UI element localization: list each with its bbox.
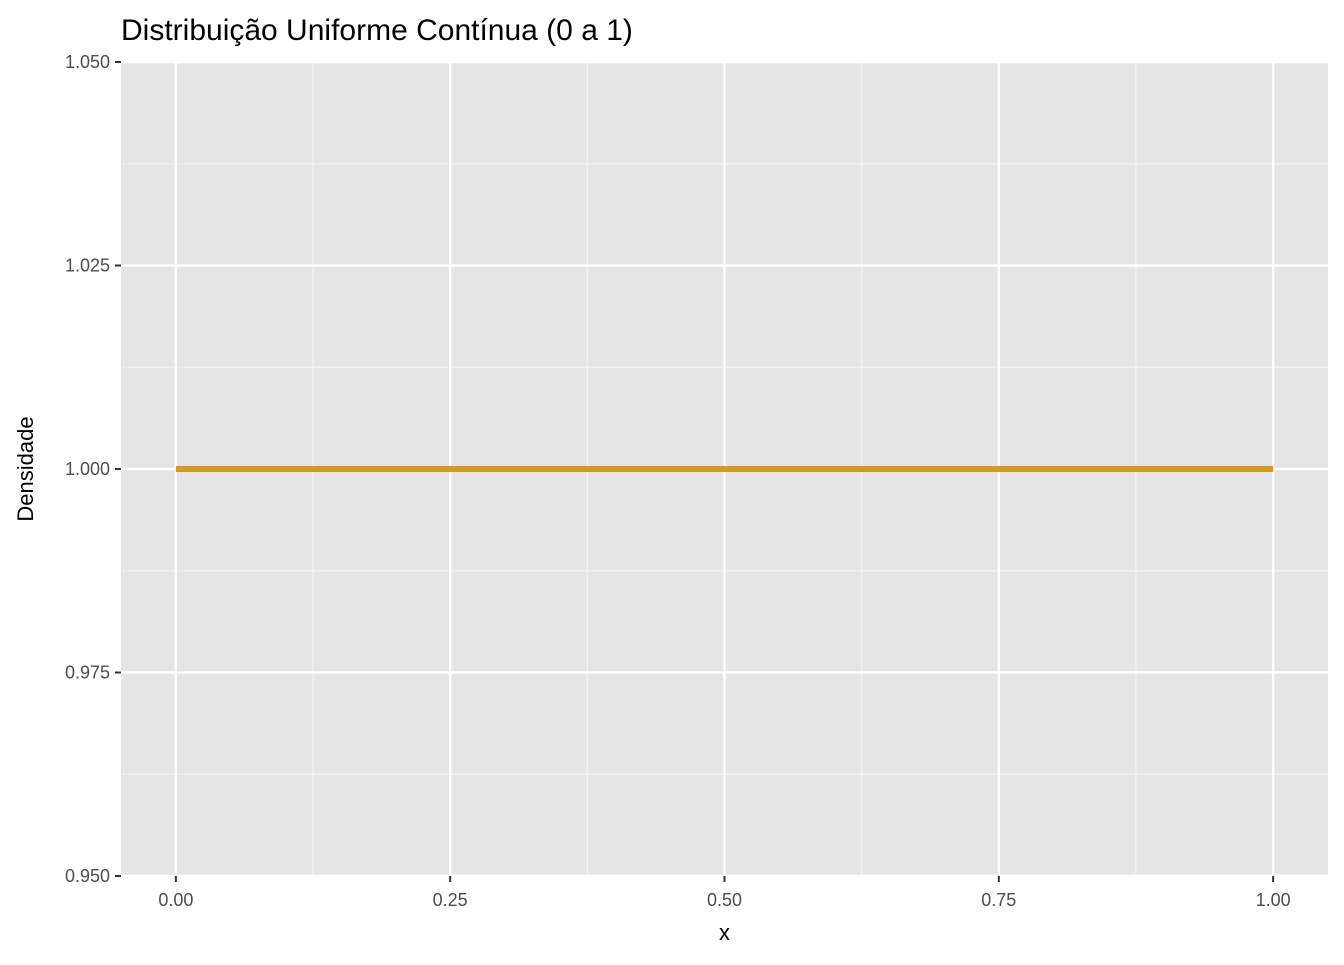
y-axis-title: Densidade xyxy=(13,416,38,521)
y-tick-label: 1.000 xyxy=(65,459,110,479)
y-tick-label: 1.050 xyxy=(65,52,110,72)
y-tick-label: 0.950 xyxy=(65,866,110,886)
x-axis-title: x xyxy=(719,920,730,945)
x-tick-label: 0.00 xyxy=(158,890,193,910)
x-tick-label: 0.25 xyxy=(433,890,468,910)
chart-title: Distribuição Uniforme Contínua (0 a 1) xyxy=(121,14,633,47)
y-axis: 0.950 0.975 1.000 1.025 1.050 xyxy=(65,52,121,886)
x-axis: 0.00 0.25 0.50 0.75 1.00 xyxy=(158,876,1291,910)
x-tick-label: 0.50 xyxy=(707,890,742,910)
x-tick-label: 0.75 xyxy=(981,890,1016,910)
y-tick-label: 0.975 xyxy=(65,663,110,683)
y-tick-label: 1.025 xyxy=(65,256,110,276)
x-tick-label: 1.00 xyxy=(1256,890,1291,910)
